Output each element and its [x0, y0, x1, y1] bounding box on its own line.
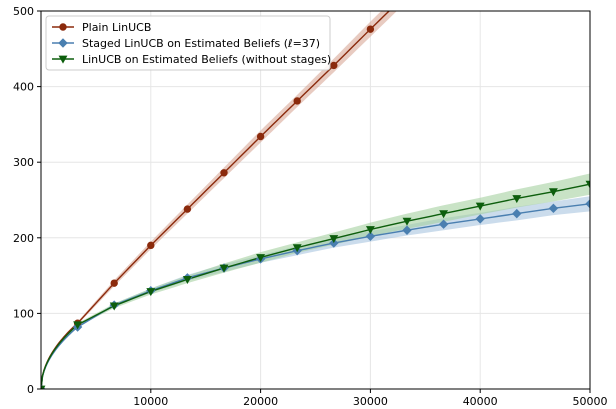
x-tick-label: 30000	[353, 395, 388, 408]
data-point	[438, 219, 449, 229]
marker-layer	[41, 25, 590, 389]
y-tick-label: 200	[13, 232, 34, 245]
data-point	[182, 276, 192, 285]
legend-label: Plain LinUCB	[82, 21, 151, 34]
data-point	[220, 169, 228, 177]
y-tick-label: 0	[27, 383, 34, 396]
data-point	[41, 385, 46, 389]
legend: Plain LinUCB Staged LinUCB on Estimated B…	[45, 15, 331, 71]
x-tick-label: 10000	[133, 395, 168, 408]
data-point	[402, 225, 412, 235]
data-point	[146, 288, 156, 297]
data-point	[439, 210, 449, 219]
legend-marker	[58, 38, 68, 48]
data-point	[147, 241, 155, 250]
y-tick-label: 300	[13, 156, 34, 169]
data-point	[365, 226, 375, 235]
y-tick-label: 100	[13, 307, 34, 320]
confidence-band-2	[41, 173, 590, 389]
data-point	[475, 214, 485, 224]
data-point	[365, 231, 376, 241]
data-point	[219, 264, 229, 273]
x-tick-label: 50000	[573, 395, 608, 408]
data-point	[109, 302, 119, 311]
confidence-band-1	[41, 196, 590, 389]
data-point	[329, 235, 339, 244]
data-point	[292, 244, 302, 253]
data-point	[475, 202, 485, 211]
data-point	[330, 61, 338, 70]
data-point	[256, 254, 266, 263]
legend-label: Staged LinUCB on Estimated Beliefs (ℓ=37…	[82, 37, 320, 50]
x-tick-label: 40000	[463, 395, 498, 408]
legend-box	[45, 15, 331, 71]
data-point	[585, 199, 590, 209]
data-point	[366, 25, 375, 33]
data-point	[512, 208, 522, 219]
tick-layer: 10000 20000 30000 40000 50000 0 100 200 300 400 50…	[13, 5, 608, 408]
data-point	[73, 321, 83, 330]
data-point	[110, 279, 118, 287]
series-line-0	[41, 11, 391, 389]
data-point	[548, 203, 559, 214]
x-tick-label: 20000	[243, 395, 278, 408]
y-tick-label: 500	[13, 5, 34, 18]
data-point	[548, 188, 558, 197]
legend-marker	[59, 23, 67, 31]
data-point	[256, 132, 265, 141]
series-line-1	[41, 203, 590, 389]
y-tick-label: 400	[13, 81, 34, 94]
legend-marker	[58, 55, 68, 64]
plot-frame	[40, 10, 591, 390]
data-point	[585, 180, 590, 189]
data-point	[183, 205, 192, 213]
data-point	[512, 195, 522, 204]
legend-label: LinUCB on Estimated Beliefs (without sta…	[82, 53, 331, 66]
data-point	[293, 97, 301, 105]
data-point	[402, 217, 412, 226]
